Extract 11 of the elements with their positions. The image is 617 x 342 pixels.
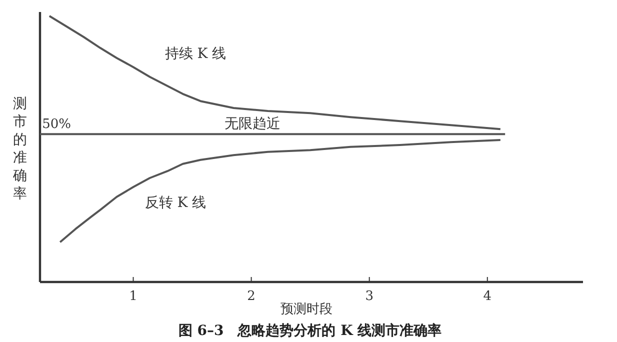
text: 图 6–3 忽略趋势分析的 K 线测市准确率 bbox=[178, 322, 442, 339]
x-axis-title: 预测时段 bbox=[280, 302, 332, 317]
series-label: 持续 K 线 bbox=[164, 46, 226, 62]
x-tick-label: 2 bbox=[247, 289, 256, 304]
x-tick-label: 4 bbox=[483, 289, 492, 304]
series-label: 反转 K 线 bbox=[144, 195, 206, 212]
annotation: 50% bbox=[42, 117, 71, 132]
series-label: 无限趋近 bbox=[224, 116, 281, 132]
x-tick-label: 1 bbox=[129, 289, 138, 304]
x-tick-label: 3 bbox=[365, 289, 374, 304]
y-axis-title: 测市的准确率 bbox=[12, 96, 27, 202]
